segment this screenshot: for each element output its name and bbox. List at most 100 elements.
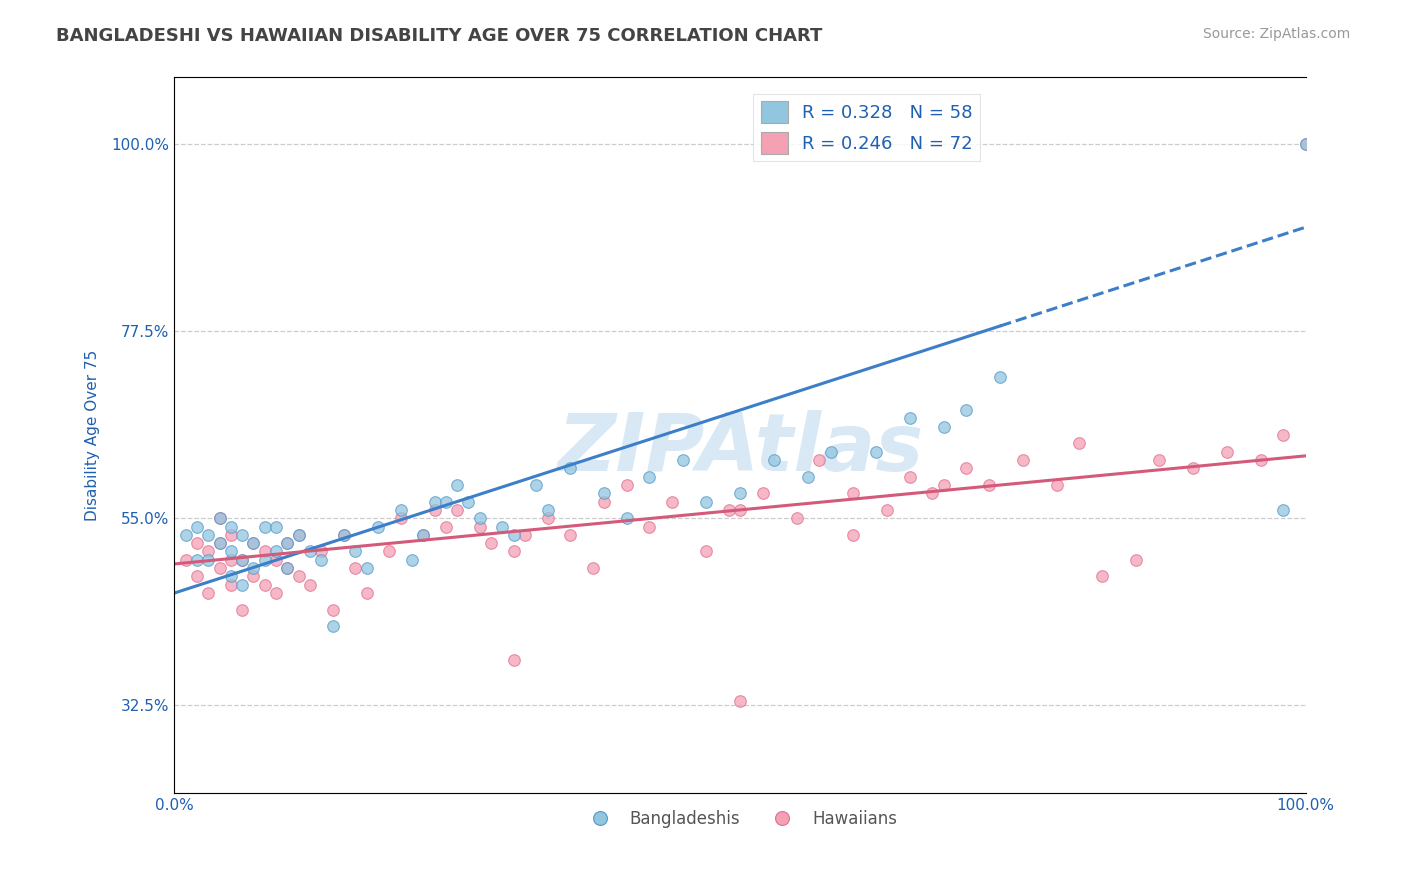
Point (1069, 436, 1091, 450)
Point (751, 486, 773, 500)
Point (616, 511, 638, 525)
Point (208, 511, 231, 525)
Point (333, 528, 356, 542)
Point (231, 578, 253, 592)
Point (695, 494, 717, 508)
Point (219, 578, 242, 592)
Point (820, 444, 842, 458)
Point (219, 528, 242, 542)
Point (208, 536, 231, 550)
Point (287, 569, 309, 583)
Legend: Bangladeshis, Hawaiians: Bangladeshis, Hawaiians (576, 803, 904, 834)
Point (560, 461, 582, 475)
Point (865, 444, 887, 458)
Point (174, 528, 197, 542)
Point (502, 528, 524, 542)
Point (231, 553, 253, 567)
Point (287, 528, 309, 542)
Point (988, 369, 1011, 384)
Text: BANGLADESHI VS HAWAIIAN DISABILITY AGE OVER 75 CORRELATION CHART: BANGLADESHI VS HAWAIIAN DISABILITY AGE O… (56, 27, 823, 45)
Point (197, 586, 219, 600)
Point (322, 603, 344, 617)
Point (446, 478, 468, 492)
Point (842, 486, 865, 500)
Point (762, 453, 785, 467)
Point (932, 478, 955, 492)
Point (242, 536, 264, 550)
Point (264, 519, 287, 533)
Point (367, 519, 389, 533)
Point (898, 469, 921, 483)
Point (1295, 136, 1317, 151)
Point (513, 528, 536, 542)
Point (208, 561, 231, 575)
Point (786, 511, 808, 525)
Point (311, 553, 333, 567)
Point (616, 478, 638, 492)
Point (582, 561, 605, 575)
Point (174, 553, 197, 567)
Point (401, 553, 423, 567)
Y-axis label: Disability Age Over 75: Disability Age Over 75 (86, 350, 100, 521)
Point (808, 453, 831, 467)
Point (253, 553, 276, 567)
Point (728, 486, 751, 500)
Point (638, 519, 661, 533)
Point (457, 494, 479, 508)
Point (842, 528, 865, 542)
Point (333, 528, 356, 542)
Point (728, 694, 751, 708)
Point (242, 536, 264, 550)
Point (299, 544, 322, 558)
Point (186, 536, 208, 550)
Point (253, 578, 276, 592)
Point (1250, 453, 1272, 467)
Point (661, 494, 683, 508)
Point (287, 528, 309, 542)
Point (231, 603, 253, 617)
Point (1272, 503, 1295, 517)
Point (537, 503, 560, 517)
Point (876, 503, 898, 517)
Point (186, 519, 208, 533)
Point (311, 544, 333, 558)
Point (446, 503, 468, 517)
Point (1147, 453, 1170, 467)
Point (717, 503, 740, 517)
Text: Source: ZipAtlas.com: Source: ZipAtlas.com (1202, 27, 1350, 41)
Point (276, 561, 298, 575)
Point (253, 519, 276, 533)
Point (1295, 136, 1317, 151)
Point (378, 544, 401, 558)
Point (344, 561, 367, 575)
Point (638, 469, 661, 483)
Point (231, 528, 253, 542)
Point (276, 536, 298, 550)
Point (219, 569, 242, 583)
Point (412, 528, 434, 542)
Point (1091, 569, 1114, 583)
Point (197, 544, 219, 558)
Point (197, 553, 219, 567)
Point (322, 619, 344, 633)
Point (389, 511, 412, 525)
Point (502, 544, 524, 558)
Point (264, 544, 287, 558)
Point (219, 519, 242, 533)
Point (423, 503, 446, 517)
Point (560, 528, 582, 542)
Point (932, 419, 955, 434)
Point (898, 411, 921, 425)
Point (276, 561, 298, 575)
Point (208, 536, 231, 550)
Point (299, 578, 322, 592)
Point (423, 494, 446, 508)
Point (208, 511, 231, 525)
Point (412, 528, 434, 542)
Point (468, 511, 491, 525)
Point (921, 486, 943, 500)
Point (219, 553, 242, 567)
Text: ZIPAtlas: ZIPAtlas (557, 410, 924, 488)
Point (672, 453, 695, 467)
Point (1046, 478, 1069, 492)
